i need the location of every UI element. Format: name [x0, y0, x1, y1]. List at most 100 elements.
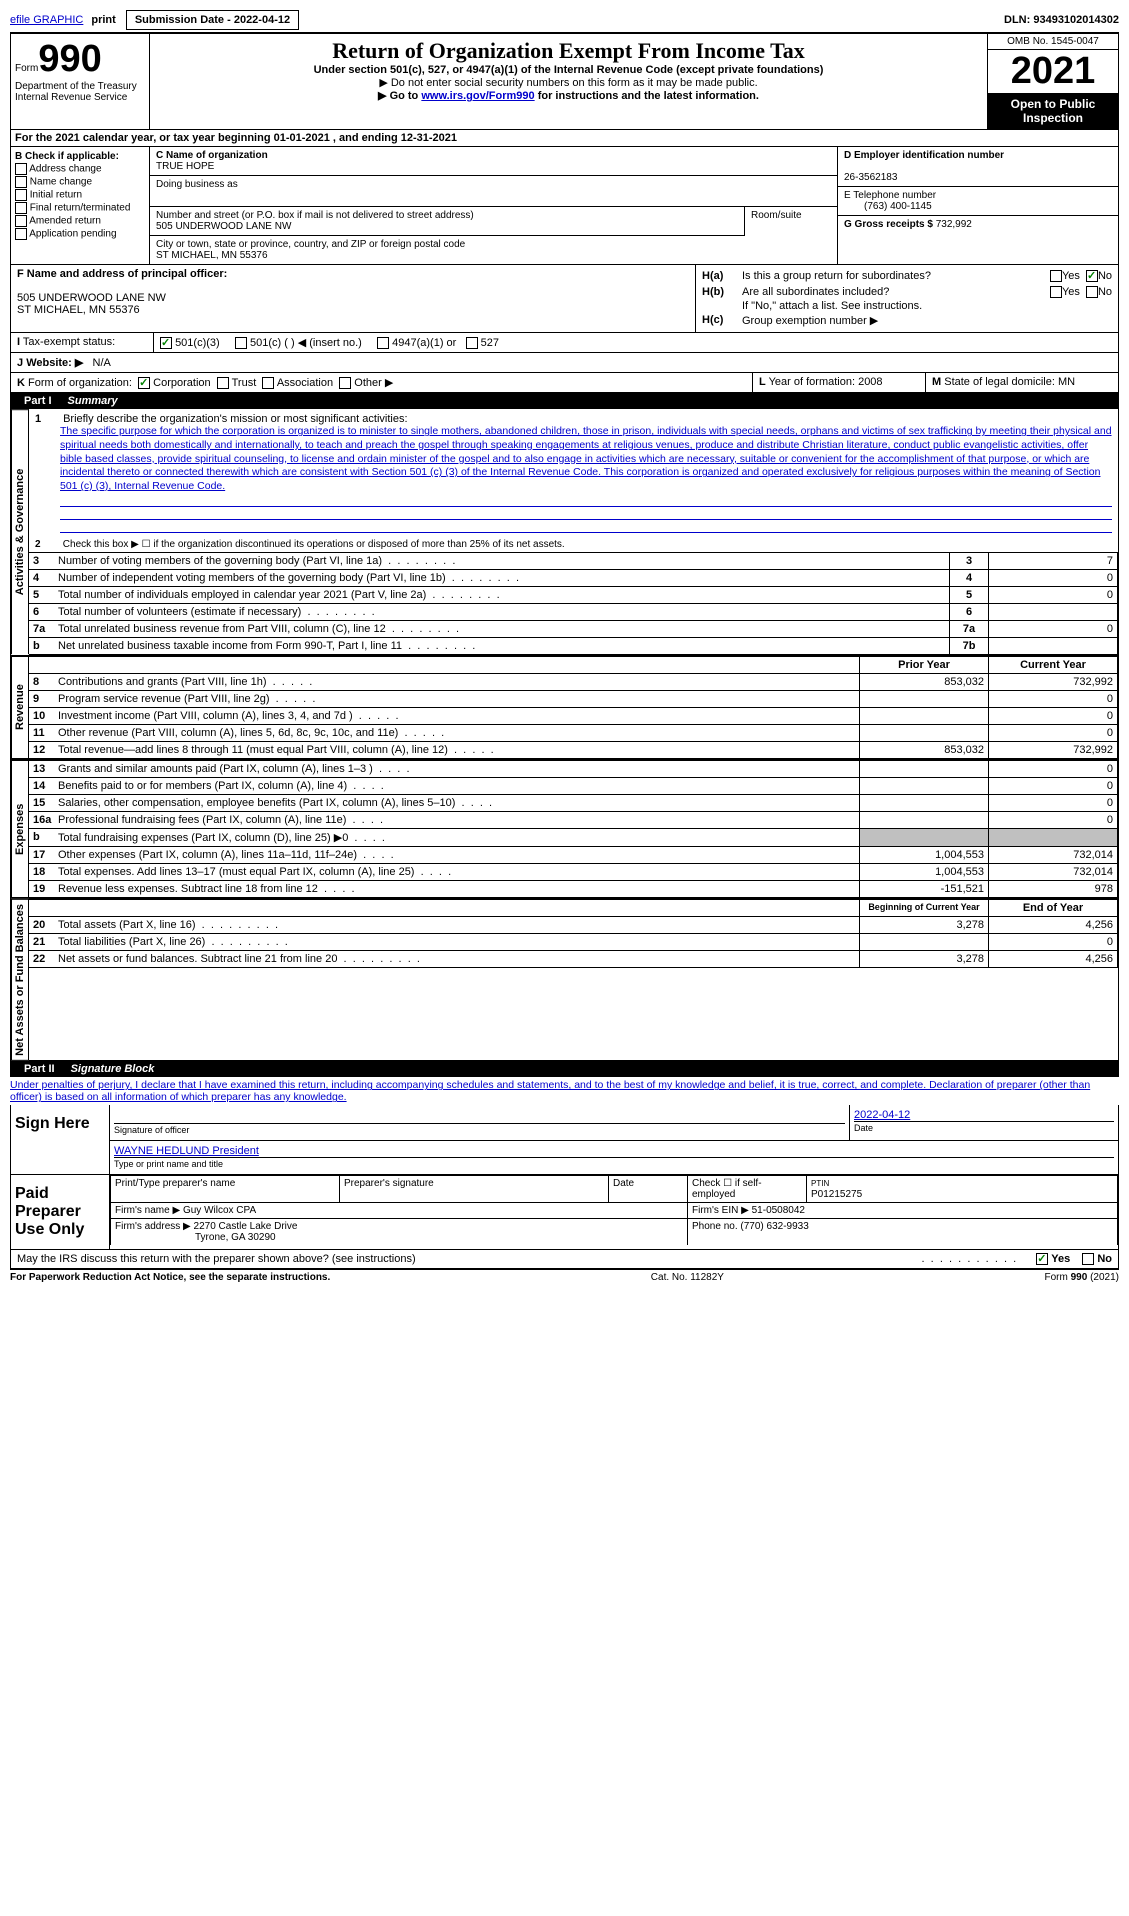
m-label: M	[932, 376, 941, 388]
footer-right: Form 990 (2021)	[1045, 1272, 1119, 1283]
check-self[interactable]: Check ☐ if self-employed	[692, 1178, 762, 1200]
sign-section: Sign Here Signature of officer 2022-04-1…	[10, 1105, 1119, 1175]
phone-value: (763) 400-1145	[844, 201, 932, 212]
ptin-label: PTIN	[811, 1179, 829, 1188]
dln: DLN: 93493102014302	[1004, 14, 1119, 26]
cb-corp[interactable]: Corporation	[138, 377, 211, 389]
main-info-block: B Check if applicable: Address change Na…	[10, 147, 1119, 265]
sig-date: 2022-04-12	[854, 1109, 910, 1121]
revenue-body: Revenue Prior YearCurrent Year8Contribut…	[10, 656, 1119, 760]
hc-text: Group exemption number ▶	[742, 314, 878, 327]
k-label: K	[17, 377, 25, 389]
irs-link[interactable]: www.irs.gov/Form990	[421, 90, 534, 102]
cb-final-return[interactable]: Final return/terminated	[15, 202, 145, 214]
cb-amended[interactable]: Amended return	[15, 215, 145, 227]
sign-here-label: Sign Here	[11, 1105, 110, 1174]
j-row: J Website: ▶ N/A	[10, 353, 1119, 373]
hb-text: Are all subordinates included?	[742, 286, 1050, 298]
ha-label: H(a)	[702, 270, 742, 282]
declaration-text: Under penalties of perjury, I declare th…	[10, 1077, 1119, 1105]
type-label: Type or print name and title	[114, 1159, 223, 1169]
cb-4947[interactable]: 4947(a)(1) or	[377, 337, 456, 349]
j-text: Website: ▶	[26, 357, 83, 369]
cb-initial-return[interactable]: Initial return	[15, 189, 145, 201]
m-text: State of legal domicile: MN	[944, 376, 1075, 388]
netassets-vlabel: Net Assets or Fund Balances	[11, 899, 29, 1061]
part1-title: Summary	[68, 395, 118, 407]
footer-left: For Paperwork Reduction Act Notice, see …	[10, 1272, 330, 1283]
officer-name: WAYNE HEDLUND President	[114, 1145, 259, 1157]
sig-officer-label: Signature of officer	[114, 1125, 189, 1135]
blank-line	[60, 494, 1112, 507]
line2-text: Check this box ▶ ☐ if the organization d…	[63, 539, 565, 550]
dept-treasury: Department of the Treasury	[15, 81, 145, 92]
activities-vlabel: Activities & Governance	[11, 409, 29, 654]
hb-yes[interactable]: Yes	[1050, 286, 1080, 298]
i-text: Tax-exempt status:	[23, 336, 115, 348]
k-text: Form of organization:	[28, 377, 132, 389]
cb-name-change[interactable]: Name change	[15, 176, 145, 188]
ha-no[interactable]: No	[1086, 270, 1112, 282]
firm-addr1: 2270 Castle Lake Drive	[194, 1221, 298, 1232]
discuss-text: May the IRS discuss this return with the…	[17, 1253, 921, 1265]
net-table: Beginning of Current YearEnd of Year20To…	[29, 899, 1118, 968]
cb-501c[interactable]: 501(c) ( ) ◀ (insert no.)	[235, 337, 362, 349]
prep-phone-label: Phone no.	[692, 1221, 738, 1232]
c-name-label: C Name of organization	[156, 150, 268, 161]
firm-addr-label: Firm's address ▶	[115, 1221, 191, 1232]
revenue-vlabel: Revenue	[11, 656, 29, 759]
exp-table: 13Grants and similar amounts paid (Part …	[29, 760, 1118, 898]
top-bar: efile GRAPHIC print Submission Date - 20…	[10, 10, 1119, 34]
line1-text: Briefly describe the organization's miss…	[63, 413, 407, 425]
cb-app-pending[interactable]: Application pending	[15, 228, 145, 240]
paid-prep-label: Paid Preparer Use Only	[11, 1175, 110, 1249]
cb-address-change[interactable]: Address change	[15, 163, 145, 175]
efile-link[interactable]: efile GRAPHIC	[10, 14, 83, 26]
form-number: 990	[38, 38, 101, 80]
cb-501c3[interactable]: 501(c)(3)	[160, 337, 220, 349]
ein-value: 26-3562183	[844, 172, 897, 183]
section-a-row: For the 2021 calendar year, or tax year …	[10, 130, 1119, 147]
cb-527[interactable]: 527	[466, 337, 499, 349]
firm-name: Guy Wilcox CPA	[183, 1205, 256, 1216]
section-b-label: B Check if applicable:	[15, 151, 119, 162]
tax-year: 2021	[988, 50, 1118, 93]
omb-number: OMB No. 1545-0047	[988, 34, 1118, 50]
part2-header: Part II Signature Block	[10, 1061, 1119, 1077]
hb-label: H(b)	[702, 286, 742, 298]
i-label: I	[17, 336, 20, 348]
i-row: I Tax-exempt status: 501(c)(3) 501(c) ( …	[10, 333, 1119, 353]
org-name: TRUE HOPE	[156, 161, 214, 172]
room-label: Room/suite	[751, 210, 802, 221]
part1-label: Part I	[16, 395, 60, 407]
l-label: L	[759, 376, 766, 388]
f-h-row: F Name and address of principal officer:…	[10, 265, 1119, 333]
submission-date: Submission Date - 2022-04-12	[126, 10, 299, 30]
cb-assoc[interactable]: Association	[262, 377, 333, 389]
l-text: Year of formation: 2008	[769, 376, 883, 388]
j-value: N/A	[93, 357, 111, 369]
cb-other[interactable]: Other ▶	[339, 377, 393, 389]
footer-center: Cat. No. 11282Y	[651, 1272, 724, 1283]
form-title: Return of Organization Exempt From Incom…	[154, 38, 983, 64]
cb-trust[interactable]: Trust	[217, 377, 257, 389]
date-label: Date	[854, 1123, 873, 1133]
ha-text: Is this a group return for subordinates?	[742, 270, 1050, 282]
footer: For Paperwork Reduction Act Notice, see …	[10, 1269, 1119, 1283]
discuss-no[interactable]: No	[1082, 1253, 1112, 1265]
expenses-vlabel: Expenses	[11, 760, 29, 898]
part1-header: Part I Summary	[10, 393, 1119, 409]
street-label: Number and street (or P.O. box if mail i…	[156, 210, 474, 221]
firm-addr2: Tyrone, GA 30290	[115, 1232, 276, 1243]
form-subtitle: Under section 501(c), 527, or 4947(a)(1)…	[154, 64, 983, 76]
part2-label: Part II	[16, 1063, 63, 1075]
blank-line	[60, 507, 1112, 520]
print-label[interactable]: print	[91, 14, 115, 26]
discuss-yes[interactable]: Yes	[1036, 1253, 1070, 1265]
hb-no[interactable]: No	[1086, 286, 1112, 298]
prep-phone: (770) 632-9933	[740, 1221, 808, 1232]
dba-label: Doing business as	[156, 179, 238, 190]
prep-name-label: Print/Type preparer's name	[115, 1178, 235, 1189]
line1-no: 1	[35, 413, 60, 425]
ha-yes[interactable]: Yes	[1050, 270, 1080, 282]
